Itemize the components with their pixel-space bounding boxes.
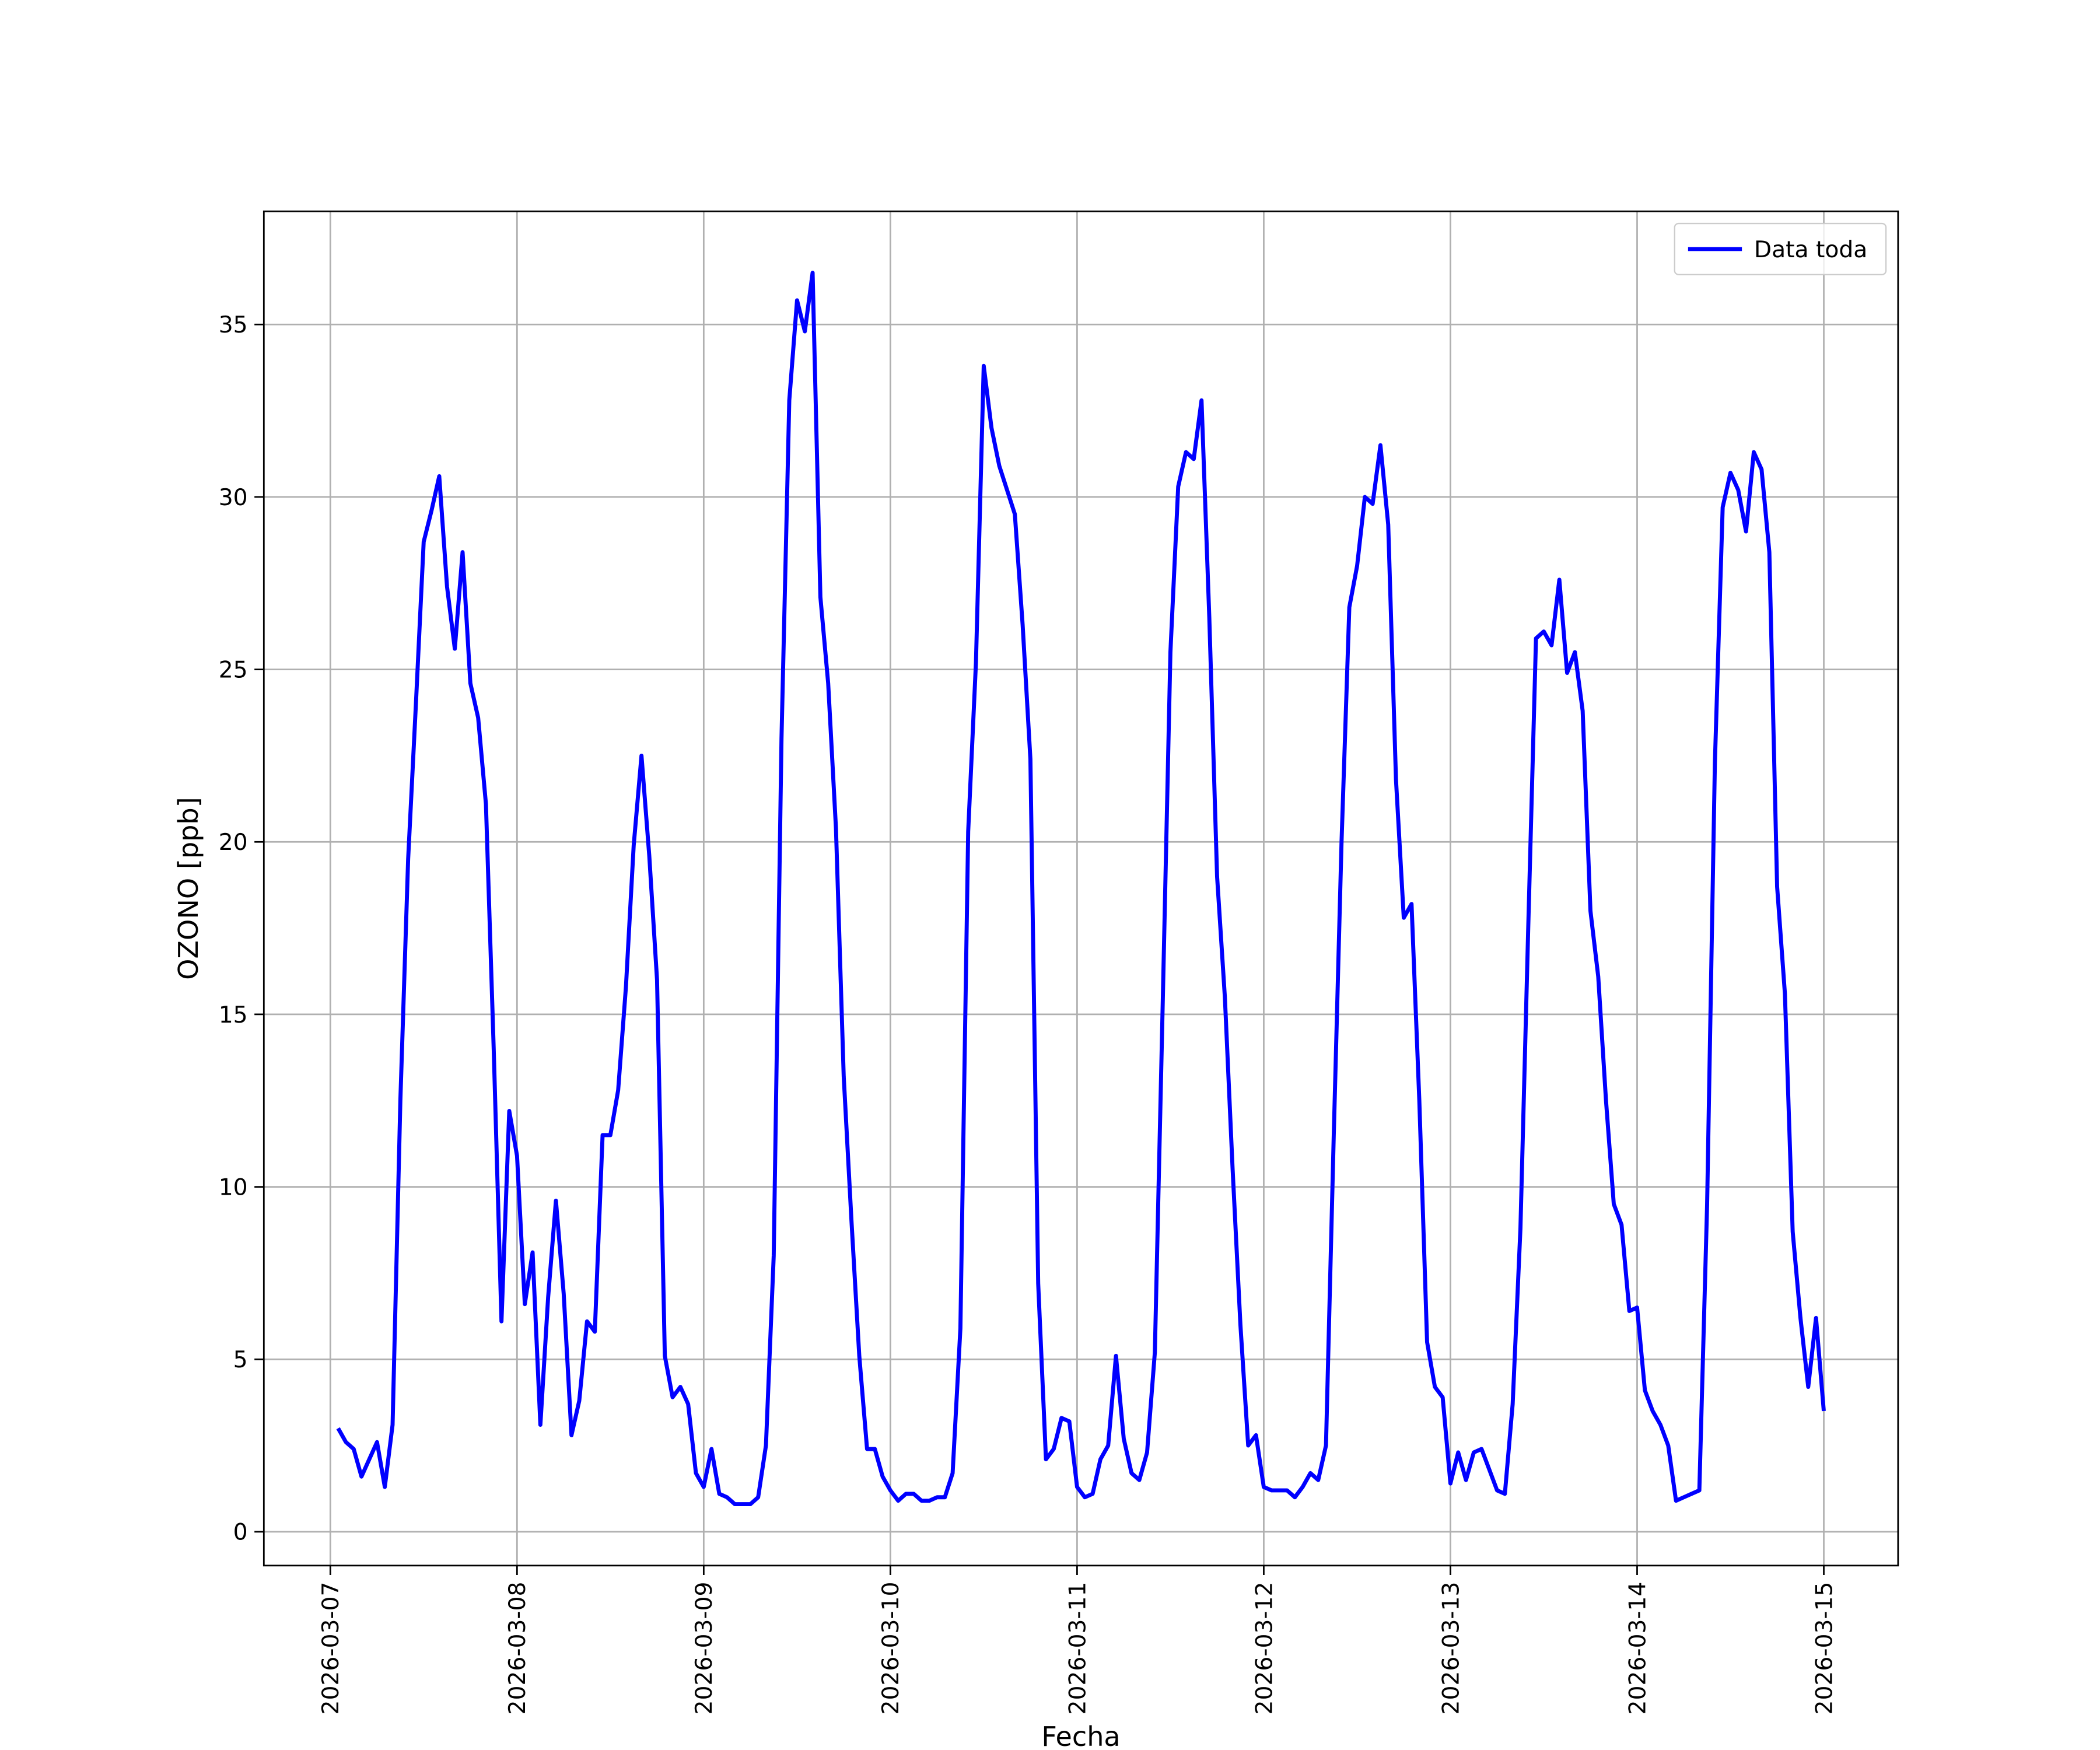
- legend-label: Data toda: [1754, 237, 1867, 263]
- x-tick-label: 2026-03-11: [1065, 1582, 1091, 1715]
- x-tick-label: 2026-03-09: [691, 1582, 718, 1715]
- x-tick-label: 2026-03-12: [1251, 1582, 1278, 1715]
- x-tick-label: 2026-03-08: [505, 1582, 531, 1715]
- data-line: [336, 271, 1826, 1507]
- x-tick-label: 2026-03-15: [1811, 1582, 1838, 1715]
- x-tick-label: 2026-03-07: [318, 1582, 344, 1715]
- y-tick-label: 0: [233, 1520, 248, 1546]
- plot-area: [264, 211, 1898, 1566]
- axes-frame: [262, 210, 1899, 1567]
- y-tick-label: 30: [219, 485, 248, 511]
- y-tick-label: 10: [219, 1174, 248, 1200]
- y-tick-label: 20: [219, 830, 248, 856]
- y-axis-label: OZONO [ppb]: [173, 797, 204, 980]
- x-axis-label: Fecha: [1041, 1721, 1120, 1750]
- x-tick-label: 2026-03-13: [1438, 1582, 1464, 1715]
- y-tick-label: 25: [219, 657, 248, 683]
- x-tick-label: 2026-03-10: [878, 1582, 904, 1715]
- y-tick-label: 35: [219, 312, 248, 338]
- x-tick-label: 2026-03-14: [1625, 1582, 1651, 1715]
- legend-box: [1674, 222, 1887, 275]
- y-tick-label: 5: [233, 1347, 248, 1373]
- y-tick-label: 15: [219, 1002, 248, 1028]
